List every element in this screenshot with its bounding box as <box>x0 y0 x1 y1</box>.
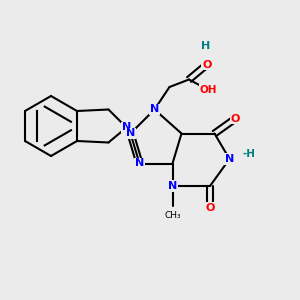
Text: O: O <box>202 59 212 70</box>
Text: N: N <box>168 181 177 191</box>
Text: CH₃: CH₃ <box>164 211 181 220</box>
Text: -H: -H <box>242 148 255 159</box>
Text: O: O <box>205 202 215 213</box>
Text: N: N <box>126 128 135 139</box>
Text: H: H <box>201 41 210 51</box>
Text: OH: OH <box>200 85 217 95</box>
Text: N: N <box>122 122 131 133</box>
Text: N: N <box>135 158 144 169</box>
Text: N: N <box>225 154 234 164</box>
Text: N: N <box>150 104 159 115</box>
Text: O: O <box>231 113 240 124</box>
